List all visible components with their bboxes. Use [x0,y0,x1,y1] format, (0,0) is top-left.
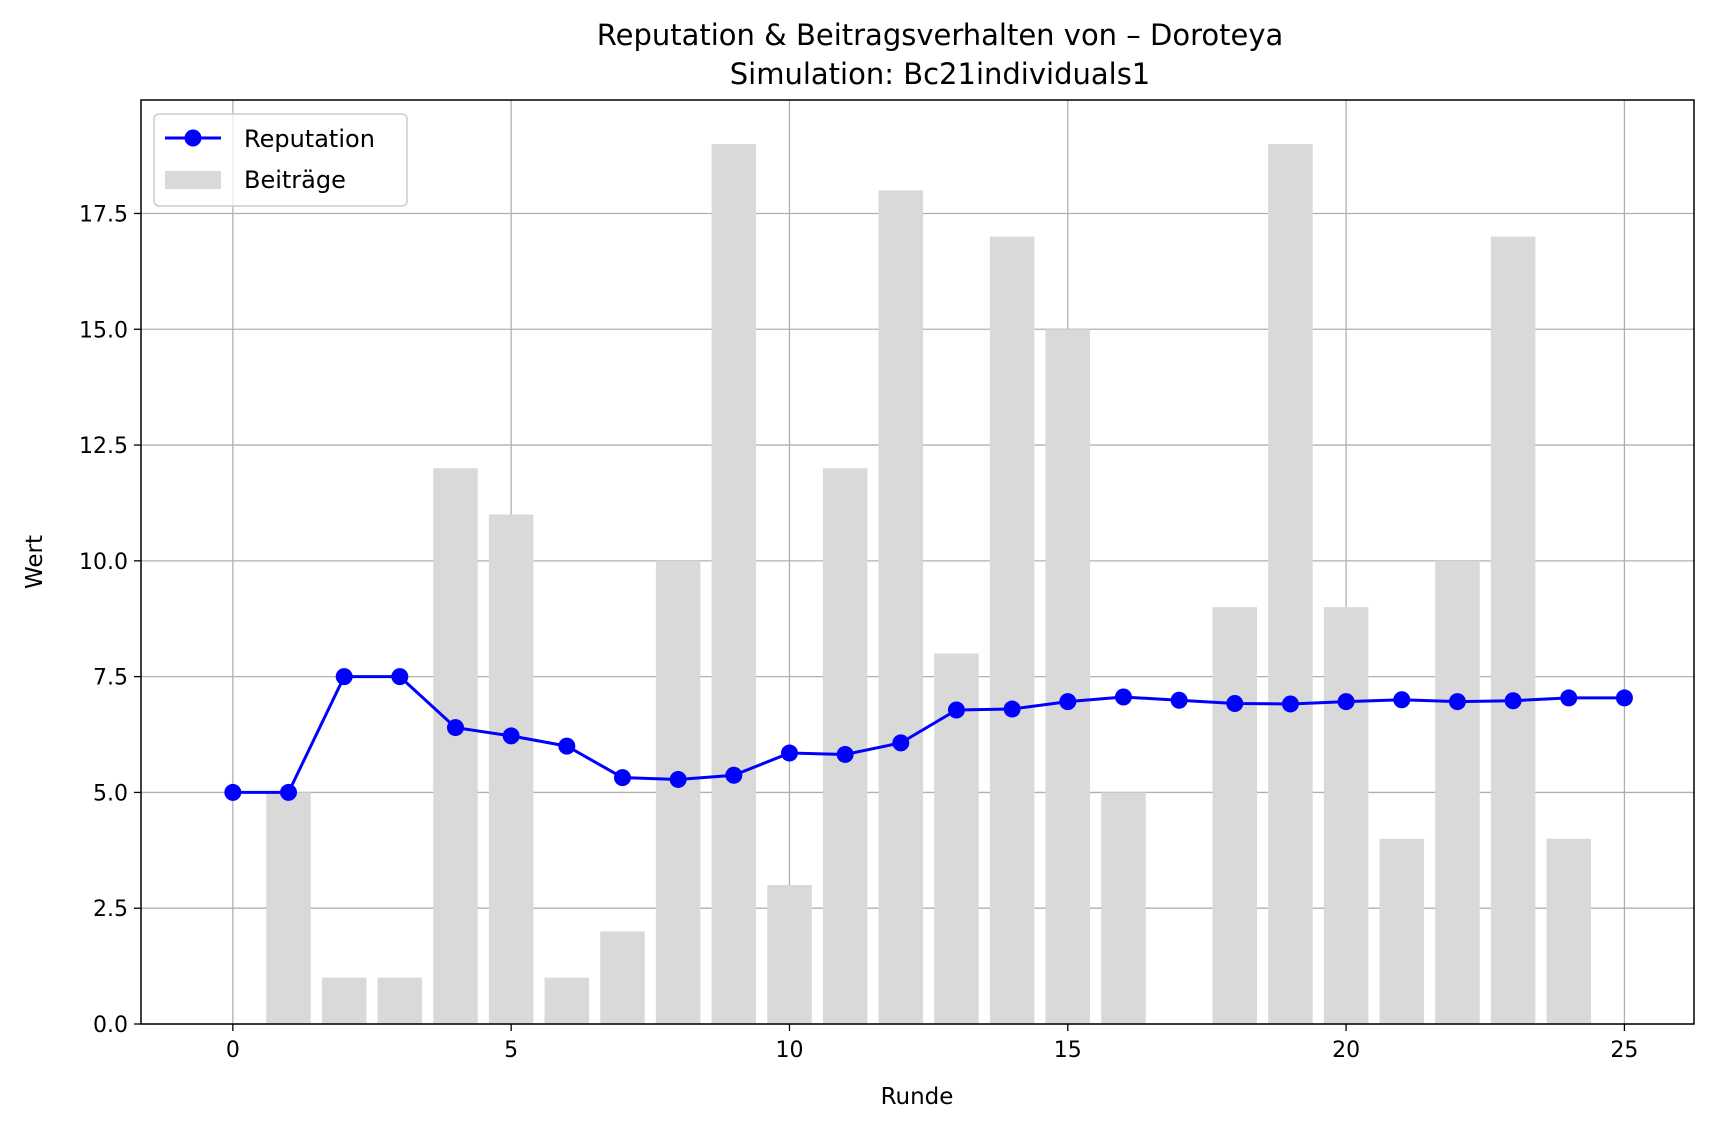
reputation-point-13 [947,701,965,719]
reputation-point-23 [1504,692,1522,710]
y-axis-label: Wert [22,535,48,589]
x-tick-label: 15 [1054,1038,1082,1063]
y-tick-label: 15.0 [79,318,128,343]
x-tick-label: 10 [775,1038,803,1063]
reputation-point-2 [335,668,353,686]
reputation-point-16 [1114,688,1132,706]
bar-beitraege-1 [266,792,311,1024]
legend-label-reputation: Reputation [244,125,375,153]
x-tick-label: 0 [226,1038,240,1063]
bar-beitraege-12 [878,190,924,1024]
reputation-point-25 [1615,689,1633,707]
y-tick-label: 0.0 [93,1013,128,1038]
y-tick-label: 12.5 [79,434,128,459]
reputation-point-8 [669,770,687,788]
legend-label-beitraege: Beiträge [244,166,346,194]
bar-beitraege-16 [1101,792,1146,1024]
bar-beitraege-19 [1268,144,1313,1024]
reputation-point-22 [1448,693,1466,711]
reputation-point-21 [1393,691,1411,709]
reputation-point-19 [1281,695,1299,713]
reputation-point-5 [502,727,520,745]
reputation-point-24 [1560,689,1578,707]
reputation-point-0 [224,783,242,801]
bar-beitraege-21 [1379,838,1425,1024]
reputation-point-6 [558,737,576,755]
bar-beitraege-10 [767,885,812,1024]
y-axis-ticks: 0.0 2.5 5.0 7.5 10.0 12.5 15.0 17.5 [79,202,141,1038]
bar-beitraege-24 [1546,838,1592,1024]
reputation-point-20 [1337,693,1355,711]
y-tick-label: 17.5 [79,202,128,227]
y-tick-label: 10.0 [79,550,128,575]
bar-beitraege-4 [433,468,478,1024]
bar-series-beitraege [266,144,1592,1024]
reputation-point-11 [836,745,854,763]
bar-beitraege-14 [989,236,1035,1024]
line-series-reputation [224,668,1633,801]
bar-beitraege-18 [1212,607,1258,1024]
bar-beitraege-5 [488,514,534,1024]
bar-beitraege-6 [544,977,590,1024]
reputation-point-12 [892,734,910,752]
bar-beitraege-23 [1490,236,1536,1024]
reputation-line [232,675,1625,794]
reputation-point-9 [725,766,743,784]
bar-beitraege-20 [1323,607,1369,1024]
plot-area-frame [140,99,1695,1025]
chart-title: Reputation & Beitragsverhalten von – Dor… [597,18,1284,52]
reputation-point-14 [1003,700,1021,718]
legend-marker-swatch [184,129,202,147]
reputation-point-15 [1059,693,1077,711]
y-tick-label: 2.5 [93,897,128,922]
legend: Reputation Beiträge [153,113,408,207]
bar-beitraege-8 [655,560,701,1024]
y-tick-label: 7.5 [93,666,128,691]
reputation-point-17 [1170,691,1188,709]
x-axis-label: Runde [881,1084,954,1110]
x-axis-ticks: 0 5 10 15 20 25 [226,1024,1638,1063]
bar-beitraege-2 [321,977,367,1024]
reputation-point-4 [446,719,464,737]
reputation-point-10 [780,744,798,762]
x-tick-label: 5 [504,1038,518,1063]
legend-bar-swatch [165,171,221,189]
bar-beitraege-22 [1435,560,1480,1024]
y-tick-label: 5.0 [93,781,128,806]
reputation-point-18 [1226,694,1244,712]
bar-beitraege-3 [377,977,423,1024]
bar-beitraege-9 [711,144,757,1024]
bar-beitraege-7 [600,931,645,1024]
x-tick-label: 25 [1610,1038,1638,1063]
reputation-point-7 [613,769,631,787]
x-tick-label: 20 [1332,1038,1360,1063]
bar-beitraege-15 [1045,329,1091,1024]
reputation-point-1 [280,783,298,801]
chart-subtitle: Simulation: Bc21individuals1 [730,57,1151,91]
reputation-point-3 [391,668,409,686]
